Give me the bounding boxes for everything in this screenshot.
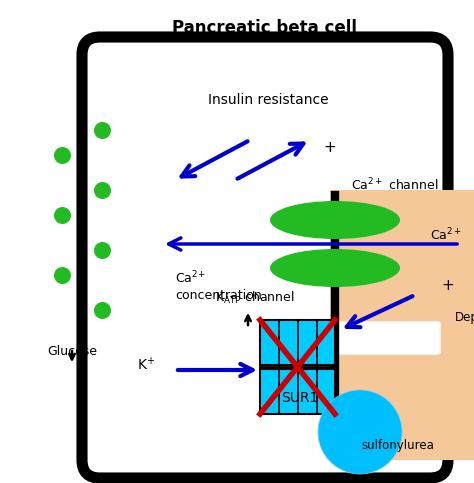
Text: Ca$^{2+}$: Ca$^{2+}$: [430, 227, 462, 243]
Text: Ca$^{2\mathsf{+}}$
concentration: Ca$^{2\mathsf{+}}$ concentration: [175, 270, 262, 301]
Ellipse shape: [270, 249, 400, 287]
Bar: [260, 320, 335, 365]
Text: K$^\mathsf{+}$: K$^\mathsf{+}$: [137, 356, 155, 374]
Point: [58, 151, 66, 159]
Text: Depolarization: Depolarization: [455, 312, 474, 325]
Text: Ca$^{2+}$ channel: Ca$^{2+}$ channel: [351, 177, 439, 193]
FancyBboxPatch shape: [82, 37, 448, 478]
Text: sulfonylurea: sulfonylurea: [362, 439, 435, 452]
Point: [58, 211, 66, 219]
Text: SUR1: SUR1: [281, 391, 319, 405]
Bar: [330, 190, 474, 460]
Text: +: +: [442, 278, 455, 293]
Bar: [260, 369, 335, 414]
Text: K$_\mathsf{ATP}$ channel: K$_\mathsf{ATP}$ channel: [215, 290, 295, 306]
Text: Insulin resistance: Insulin resistance: [208, 93, 328, 107]
Point: [98, 246, 106, 254]
Point: [98, 126, 106, 134]
Point: [58, 271, 66, 279]
Point: [98, 186, 106, 194]
Circle shape: [318, 390, 402, 474]
Ellipse shape: [270, 201, 400, 239]
Text: Glucose: Glucose: [47, 345, 97, 358]
Text: +: +: [324, 141, 337, 156]
FancyBboxPatch shape: [336, 322, 440, 354]
Point: [98, 306, 106, 314]
Text: Pancreatic beta cell: Pancreatic beta cell: [173, 19, 357, 37]
